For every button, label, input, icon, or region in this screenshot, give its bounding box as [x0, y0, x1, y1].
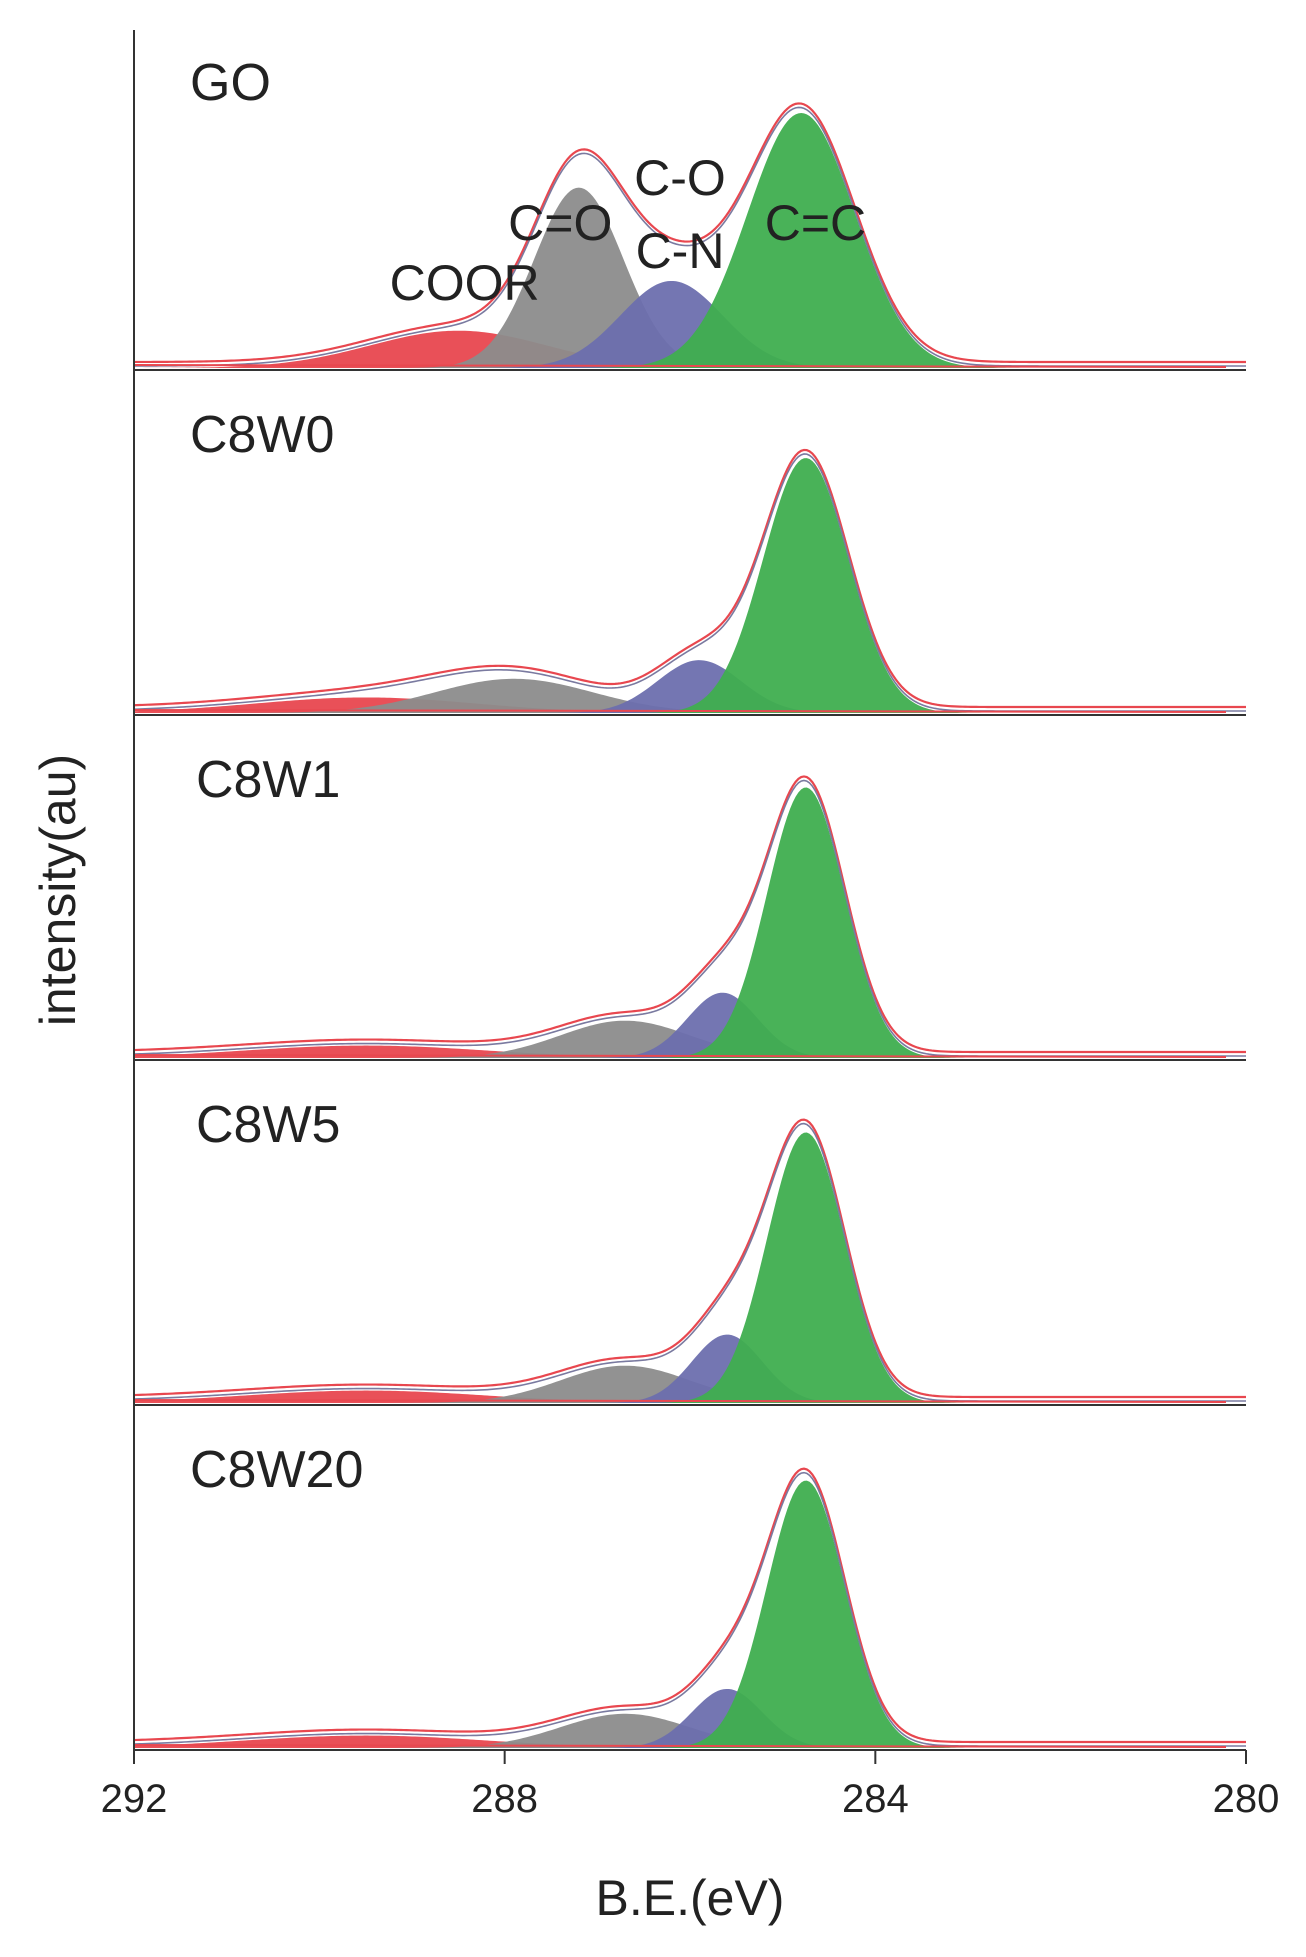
ticks-layer: 292 288 284 280: [101, 1750, 1280, 1821]
panel-label-c8w1: C8W1: [196, 751, 340, 809]
panel-label-c8w0: C8W0: [190, 406, 334, 464]
component-coor: [134, 330, 1246, 368]
peak-label-c-o: C-O: [634, 150, 726, 206]
envelope-measured: [133, 775, 1246, 1054]
envelope-measured: [133, 448, 1246, 709]
envelope-measured: [133, 102, 1246, 364]
envelope-measured: [133, 1118, 1246, 1399]
peak-label-c-o: C=O: [508, 195, 612, 251]
x-tick-label: 280: [1213, 1777, 1280, 1821]
background-line: [133, 1054, 1227, 1058]
component-c-o-c-n: [134, 660, 1246, 713]
y-axis-title: intensity(au): [30, 754, 86, 1026]
background-line: [133, 1399, 1227, 1403]
axes-layer: B.E.(eV) intensity(au): [30, 30, 1246, 1926]
background-line: [133, 364, 1227, 368]
component-c-o-c-n: [134, 992, 1246, 1058]
background-line: [133, 1744, 1227, 1748]
component-c-o: [134, 678, 1246, 713]
component-c-o-c-n: [134, 1688, 1246, 1748]
component-c-o-c-n: [134, 280, 1246, 368]
x-tick-label: 288: [471, 1777, 538, 1821]
peak-label-c-n: C-N: [636, 223, 725, 279]
panel-c8w5: C8W5: [133, 1096, 1246, 1406]
x-axis-title: B.E.(eV): [596, 1870, 785, 1926]
panel-label-c8w20: C8W20: [190, 1441, 363, 1499]
panels-layer: GO C8W0 C8W1 C8W5 C8W20: [133, 54, 1246, 1751]
envelope-fit: [133, 779, 1246, 1057]
panel-label-c8w5: C8W5: [196, 1096, 340, 1154]
panel-c8w1: C8W1: [133, 751, 1246, 1061]
envelope-fit: [133, 1471, 1246, 1747]
peak-label-coor: COOR: [390, 255, 540, 311]
component-c-c: [134, 1132, 1246, 1403]
panel-c8w20: C8W20: [133, 1441, 1246, 1751]
component-c-o-c-n: [134, 1334, 1246, 1403]
panel-label-go: GO: [190, 54, 271, 112]
peak-label-c-c: C=C: [765, 195, 866, 251]
panel-c8w0: C8W0: [133, 406, 1246, 716]
x-tick-label: 284: [842, 1777, 909, 1821]
x-tick-label: 292: [101, 1777, 168, 1821]
envelope-fit: [133, 1122, 1246, 1402]
background-line: [133, 709, 1227, 713]
panel-go: GO: [133, 54, 1246, 371]
envelope-measured: [133, 1467, 1246, 1744]
component-c-c: [134, 1480, 1246, 1748]
